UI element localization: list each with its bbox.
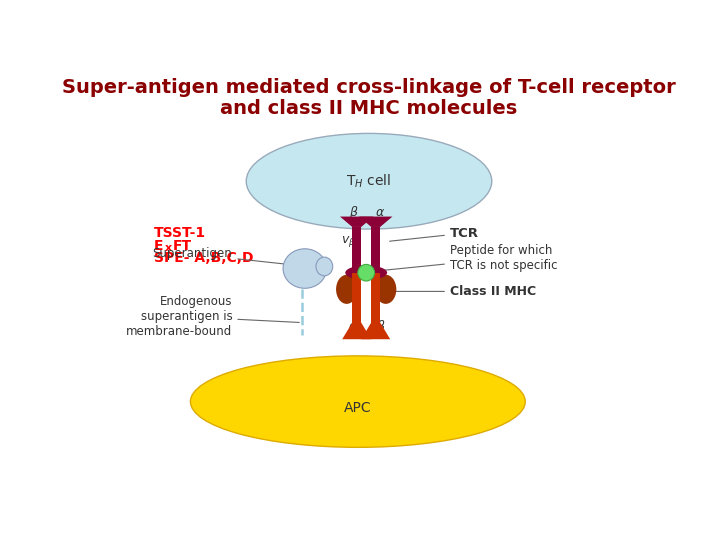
Polygon shape [359, 217, 392, 227]
Text: Class II MHC: Class II MHC [390, 285, 536, 298]
Text: Super-antigen mediated cross-linkage of T-cell receptor: Super-antigen mediated cross-linkage of … [62, 78, 676, 97]
Text: Endogenous
superantigen is
membrane-bound: Endogenous superantigen is membrane-boun… [126, 295, 300, 338]
Bar [352, 273, 361, 322]
Text: x: x [165, 243, 172, 253]
Text: TCR: TCR [390, 227, 479, 241]
Text: $v_\beta$: $v_\beta$ [341, 234, 356, 249]
Text: APC: APC [344, 401, 372, 415]
Text: SPE- A,B,C,D: SPE- A,B,C,D [154, 251, 253, 265]
Text: $\beta$: $\beta$ [348, 204, 358, 221]
Polygon shape [361, 322, 390, 339]
Ellipse shape [246, 133, 492, 229]
Text: $\alpha$: $\alpha$ [375, 206, 385, 219]
Ellipse shape [190, 356, 526, 447]
Bar [372, 273, 380, 322]
Ellipse shape [316, 257, 333, 276]
Text: Peptide for which
TCR is not specific: Peptide for which TCR is not specific [383, 244, 557, 272]
Bar [352, 227, 361, 273]
Text: FT: FT [173, 239, 192, 253]
Polygon shape [342, 322, 372, 339]
Bar [372, 227, 380, 273]
Ellipse shape [336, 275, 357, 304]
Text: $\beta$: $\beta$ [377, 318, 386, 335]
Text: and class II MHC molecules: and class II MHC molecules [220, 99, 518, 118]
Ellipse shape [283, 249, 327, 288]
Ellipse shape [346, 266, 387, 280]
Ellipse shape [358, 265, 374, 281]
Text: Superantigen: Superantigen [153, 247, 324, 268]
Text: $\alpha$: $\alpha$ [348, 320, 359, 333]
Text: TSST-1: TSST-1 [154, 226, 207, 240]
Text: T$_H$ cell: T$_H$ cell [346, 172, 392, 190]
Polygon shape [340, 217, 374, 227]
Text: E: E [154, 239, 163, 253]
Ellipse shape [375, 275, 396, 304]
